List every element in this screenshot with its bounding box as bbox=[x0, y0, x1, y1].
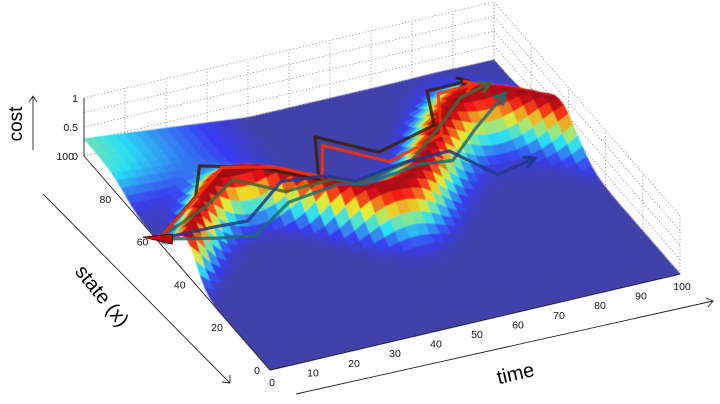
y-tick-label: 20 bbox=[211, 322, 223, 334]
trajectory-arrowhead bbox=[492, 90, 508, 106]
trajectory-line bbox=[156, 149, 537, 241]
x-tick-label: 70 bbox=[553, 310, 565, 322]
z-tick-label: 1 bbox=[72, 93, 78, 105]
x-tick-label: 80 bbox=[594, 300, 606, 312]
z-tick-label: 0 bbox=[72, 151, 78, 163]
y-tick-label: 0 bbox=[254, 365, 260, 377]
x-tick-label: 40 bbox=[430, 339, 442, 351]
z-axis-label: cost bbox=[6, 106, 27, 142]
z-tick-label: 0.5 bbox=[63, 122, 78, 134]
y-tick-label: 60 bbox=[137, 237, 149, 249]
trajectory-line bbox=[156, 82, 477, 241]
x-tick-label: 30 bbox=[389, 348, 401, 360]
y-axis-arrow bbox=[42, 193, 231, 384]
y-tick-label: 40 bbox=[174, 279, 186, 291]
x-tick-label: 20 bbox=[348, 358, 360, 370]
axes bbox=[83, 98, 681, 371]
y-tick-label: 80 bbox=[100, 194, 112, 206]
start-marker bbox=[142, 233, 173, 245]
trajectory-arrowhead bbox=[462, 79, 479, 94]
y-axis-label: state (x) bbox=[70, 261, 133, 331]
x-tick-label: 0 bbox=[269, 377, 275, 389]
trajectory-arrowhead bbox=[522, 155, 538, 169]
cost-surface bbox=[83, 59, 681, 371]
axis-edge bbox=[269, 273, 681, 371]
y-tick-label: 100 bbox=[56, 151, 74, 163]
x-axis-arrow bbox=[295, 297, 714, 395]
z-axis-arrow bbox=[28, 95, 38, 150]
trajectory-arrowhead bbox=[477, 80, 493, 94]
x-axis-label: time bbox=[495, 359, 537, 389]
x-tick-label: 90 bbox=[635, 291, 647, 303]
trajectory-line bbox=[156, 91, 507, 241]
x-tick-label: 100 bbox=[673, 281, 691, 293]
x-tick-label: 50 bbox=[471, 329, 483, 341]
axis-edge bbox=[83, 155, 271, 371]
trajectory-line bbox=[156, 79, 470, 241]
trajectories bbox=[142, 76, 538, 245]
x-tick-label: 60 bbox=[512, 319, 524, 331]
x-tick-label: 10 bbox=[307, 367, 319, 379]
